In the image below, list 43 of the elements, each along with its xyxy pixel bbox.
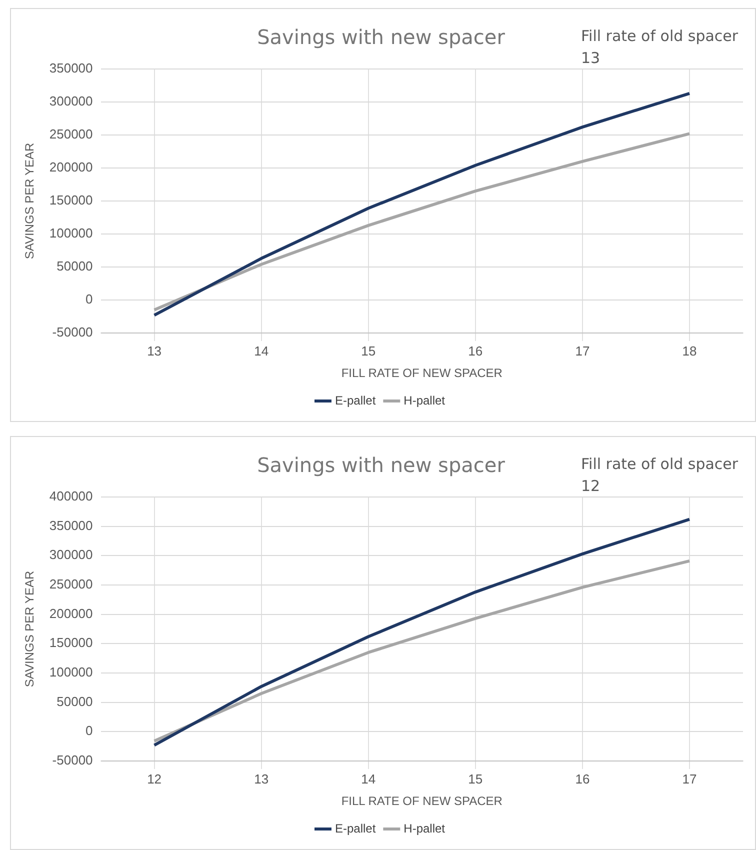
x-tick-label: 14 [254,343,269,358]
y-tick-label: 200000 [49,606,93,621]
x-tick-label: 12 [147,771,162,786]
y-tick-label: 150000 [49,192,93,208]
y-tick-label: 350000 [49,60,93,76]
y-tick-label: 100000 [49,226,93,241]
x-tick-label: 15 [361,343,376,358]
x-tick-label: 16 [575,771,590,786]
x-tick-label: 15 [468,771,483,786]
x-tick-label: 17 [682,771,697,786]
y-tick-label: 0 [86,723,93,738]
x-axis-title: FILL RATE OF NEW SPACER [341,794,503,808]
legend-label: H-pallet [404,821,446,836]
y-tick-label: 250000 [49,576,93,592]
y-tick-label: -50000 [52,752,93,768]
y-tick-label: 350000 [49,518,93,533]
y-axis-title: SAVINGS PER YEAR [22,570,37,688]
text: Fill rate of old spacer 12 [581,454,740,497]
y-tick-label: -50000 [52,324,93,340]
y-tick-label: 300000 [49,547,93,562]
y-tick-label: 300000 [49,94,93,109]
y-tick-label: 400000 [49,488,93,504]
x-tick-label: 17 [575,343,590,358]
y-tick-label: 50000 [56,694,93,709]
x-tick-label: 13 [254,771,269,786]
x-tick-label: 16 [468,343,483,358]
legend-label: E-pallet [334,821,376,836]
x-tick-label: 14 [361,771,376,786]
text: Fill rate of old spacer 13 [581,26,740,69]
x-axis-title: FILL RATE OF NEW SPACER [341,366,503,380]
chart-title: Savings with new spacer [257,453,506,478]
legend-label: E-pallet [334,393,376,408]
y-tick-label: 50000 [56,258,93,274]
x-tick-label: 18 [682,343,697,358]
y-tick-label: 100000 [49,664,93,680]
y-tick-label: 200000 [49,160,93,175]
y-tick-label: 0 [86,292,93,307]
y-tick-label: 250000 [49,126,93,142]
y-tick-label: 150000 [49,635,93,650]
chart-title: Savings with new spacer [257,25,506,50]
legend-label: H-pallet [404,393,446,408]
y-axis-title: SAVINGS PER YEAR [22,142,37,260]
x-tick-label: 13 [147,343,162,358]
